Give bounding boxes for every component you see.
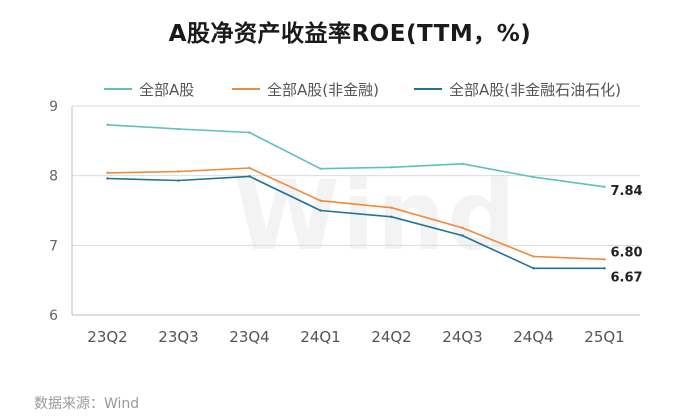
legend-swatch-non-financial: [232, 88, 260, 90]
legend-swatch-all-a: [104, 88, 132, 90]
data-point: [603, 267, 606, 270]
data-label: 7.84: [611, 184, 643, 199]
data-point: [390, 166, 393, 169]
x-tick-label: 23Q3: [158, 328, 198, 346]
x-tick-label: 24Q1: [300, 328, 340, 346]
data-point: [177, 127, 180, 131]
data-point: [390, 215, 393, 218]
data-point: [106, 123, 109, 127]
series-line-1: [107, 167, 605, 261]
series-line-2: [107, 175, 605, 270]
data-point: [319, 209, 322, 212]
data-point: [461, 234, 464, 237]
data-point: [319, 167, 322, 170]
data-point: [603, 258, 606, 261]
data-point: [390, 206, 393, 209]
source-note: 数据来源：Wind: [34, 396, 140, 412]
data-point: [248, 131, 251, 134]
data-point: [248, 166, 251, 170]
y-tick-label: 6: [49, 308, 58, 324]
x-tick-label: 24Q4: [513, 328, 553, 346]
y-tick-label: 7: [49, 238, 58, 254]
data-point: [177, 179, 180, 182]
data-point: [603, 185, 606, 189]
legend-swatch-non-financial-ex-petro: [414, 88, 442, 90]
data-point: [461, 162, 464, 166]
data-point: [106, 177, 109, 180]
legend-item-non-financial: 全部A股(非金融): [232, 78, 379, 100]
y-tick-label: 9: [49, 99, 58, 115]
chart-title: A股净资产收益率ROE(TTM，%): [168, 21, 532, 47]
data-point: [248, 175, 251, 178]
data-label: 6.80: [611, 245, 643, 260]
data-point: [461, 226, 464, 230]
series-line-0: [107, 124, 605, 188]
legend-label-all-a: 全部A股: [139, 80, 195, 99]
data-point: [532, 267, 535, 270]
data-point: [532, 255, 535, 258]
x-tick-label: 23Q2: [87, 328, 127, 346]
data-point: [106, 171, 109, 175]
data-point: [319, 199, 322, 202]
x-tick-label: 24Q2: [371, 328, 411, 346]
data-point: [177, 170, 180, 173]
x-tick-label: 24Q3: [442, 328, 482, 346]
legend-label-non-financial: 全部A股(非金融): [267, 80, 379, 99]
y-tick-label: 8: [49, 169, 58, 185]
legend-item-all-a: 全部A股: [104, 78, 194, 100]
data-label: 6.67: [611, 270, 643, 285]
legend-item-non-financial-ex-petro: 全部A股(非金融石油石化): [414, 78, 621, 100]
x-tick-label: 25Q1: [584, 328, 624, 346]
data-point: [532, 175, 535, 179]
legend: 全部A股 全部A股(非金融) 全部A股(非金融石油石化): [0, 78, 700, 100]
x-tick-label: 23Q4: [229, 328, 269, 346]
legend-label-non-financial-ex-petro: 全部A股(非金融石油石化): [449, 80, 621, 99]
